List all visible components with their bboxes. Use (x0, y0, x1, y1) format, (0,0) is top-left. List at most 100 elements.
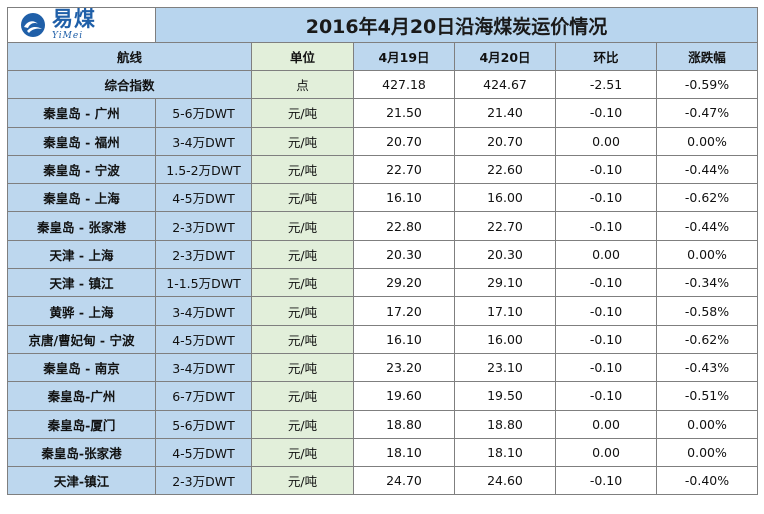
curr-value-cell: 20.70 (454, 126, 556, 156)
route-cell: 秦皇岛 - 上海 (7, 183, 156, 213)
table-row: 秦皇岛 - 上海 4-5万DWT 元/吨 16.10 16.00 -0.10 -0.62% (7, 183, 759, 213)
pct-cell: 0.00% (655, 239, 759, 270)
rate-table-sheet: 易煤 YiMei 2016年4月20日沿海煤炭运价情况 航线 单位 4月19日 … (7, 7, 759, 507)
pct-cell: -0.43% (655, 352, 759, 383)
curr-value-cell: 16.00 (454, 324, 556, 354)
route-cell: 天津-镇江 (7, 466, 156, 496)
change-cell: -0.10 (555, 98, 657, 128)
prev-value-cell: 20.30 (353, 239, 455, 270)
prev-value-cell: 24.70 (353, 466, 455, 496)
prev-value-cell: 18.10 (353, 437, 455, 468)
route-cell: 秦皇岛-张家港 (7, 437, 156, 468)
curr-value-cell: 20.30 (454, 239, 556, 270)
prev-value-cell: 22.70 (353, 154, 455, 185)
unit-cell: 元/吨 (251, 352, 354, 383)
change-cell: -0.10 (555, 268, 657, 298)
dwt-cell: 5-6万DWT (155, 98, 252, 128)
dwt-cell: 3-4万DWT (155, 126, 252, 156)
dwt-cell: 2-3万DWT (155, 211, 252, 241)
table-row: 秦皇岛 - 广州 5-6万DWT 元/吨 21.50 21.40 -0.10 -0.47% (7, 98, 759, 128)
change-cell: -0.10 (555, 466, 657, 496)
dwt-cell: 5-6万DWT (155, 409, 252, 439)
prev-value-cell: 21.50 (353, 98, 455, 128)
route-cell: 秦皇岛 - 福州 (7, 126, 156, 156)
route-cell: 秦皇岛-厦门 (7, 409, 156, 439)
table-row: 天津 - 镇江 1-1.5万DWT 元/吨 29.20 29.10 -0.10 -0.34% (7, 268, 759, 298)
unit-cell: 元/吨 (251, 296, 354, 326)
header-route: 航线 (7, 42, 252, 71)
unit-cell: 元/吨 (251, 409, 354, 439)
dwt-cell: 2-3万DWT (155, 239, 252, 270)
route-cell: 秦皇岛 - 张家港 (7, 211, 156, 241)
dwt-cell: 1.5-2万DWT (155, 154, 252, 185)
route-cell: 秦皇岛 - 广州 (7, 98, 156, 128)
index-pct: -0.59% (655, 69, 759, 100)
table-row: 秦皇岛 - 南京 3-4万DWT 元/吨 23.20 23.10 -0.10 -0.43% (7, 352, 759, 383)
pct-cell: -0.62% (655, 183, 759, 213)
route-cell: 天津 - 镇江 (7, 268, 156, 298)
prev-value-cell: 17.20 (353, 296, 455, 326)
change-cell: 0.00 (555, 437, 657, 468)
pct-cell: -0.62% (655, 324, 759, 354)
prev-value-cell: 23.20 (353, 352, 455, 383)
change-cell: 0.00 (555, 126, 657, 156)
table-row: 秦皇岛 - 福州 3-4万DWT 元/吨 20.70 20.70 0.00 0.00% (7, 126, 759, 156)
unit-cell: 元/吨 (251, 268, 354, 298)
pct-cell: -0.34% (655, 268, 759, 298)
header-row: 航线 单位 4月19日 4月20日 环比 涨跌幅 (7, 42, 759, 71)
curr-value-cell: 16.00 (454, 183, 556, 213)
dwt-cell: 3-4万DWT (155, 352, 252, 383)
table-row: 黄骅 - 上海 3-4万DWT 元/吨 17.20 17.10 -0.10 -0.58% (7, 296, 759, 326)
curr-value-cell: 18.80 (454, 409, 556, 439)
curr-value-cell: 21.40 (454, 98, 556, 128)
table-row: 天津 - 上海 2-3万DWT 元/吨 20.30 20.30 0.00 0.00% (7, 239, 759, 270)
header-unit: 单位 (251, 42, 354, 71)
pct-cell: -0.58% (655, 296, 759, 326)
prev-value-cell: 16.10 (353, 183, 455, 213)
pct-cell: -0.47% (655, 98, 759, 128)
dwt-cell: 1-1.5万DWT (155, 268, 252, 298)
index-prev: 427.18 (353, 69, 455, 100)
index-change: -2.51 (555, 69, 657, 100)
dwt-cell: 3-4万DWT (155, 296, 252, 326)
dwt-cell: 2-3万DWT (155, 466, 252, 496)
route-cell: 天津 - 上海 (7, 239, 156, 270)
curr-value-cell: 18.10 (454, 437, 556, 468)
yimei-logo: 易煤 YiMei (9, 9, 156, 42)
prev-value-cell: 20.70 (353, 126, 455, 156)
unit-cell: 元/吨 (251, 466, 354, 496)
index-unit: 点 (251, 69, 354, 100)
curr-value-cell: 24.60 (454, 466, 556, 496)
table-row: 秦皇岛 - 宁波 1.5-2万DWT 元/吨 22.70 22.60 -0.10 -0.44… (7, 154, 759, 185)
unit-cell: 元/吨 (251, 98, 354, 128)
header-pct: 涨跌幅 (655, 42, 759, 71)
curr-value-cell: 29.10 (454, 268, 556, 298)
dwt-cell: 4-5万DWT (155, 324, 252, 354)
change-cell: -0.10 (555, 324, 657, 354)
route-cell: 秦皇岛 - 宁波 (7, 154, 156, 185)
pct-cell: -0.44% (655, 154, 759, 185)
pct-cell: 0.00% (655, 437, 759, 468)
route-cell: 秦皇岛-广州 (7, 381, 156, 411)
unit-cell: 元/吨 (251, 239, 354, 270)
table-row: 京唐/曹妃甸 - 宁波 4-5万DWT 元/吨 16.10 16.00 -0.10 -0.6… (7, 324, 759, 354)
table-row: 秦皇岛-厦门 5-6万DWT 元/吨 18.80 18.80 0.00 0.00% (7, 409, 759, 439)
logo-cell: 易煤 YiMei (7, 7, 156, 43)
prev-value-cell: 16.10 (353, 324, 455, 354)
yimei-logo-icon (21, 13, 45, 37)
unit-cell: 元/吨 (251, 437, 354, 468)
prev-value-cell: 19.60 (353, 381, 455, 411)
change-cell: -0.10 (555, 211, 657, 241)
curr-value-cell: 22.70 (454, 211, 556, 241)
freight-rate-table: 易煤 YiMei 2016年4月20日沿海煤炭运价情况 航线 单位 4月19日 … (7, 7, 759, 496)
curr-value-cell: 22.60 (454, 154, 556, 185)
change-cell: 0.00 (555, 409, 657, 439)
change-cell: -0.10 (555, 183, 657, 213)
pct-cell: -0.44% (655, 211, 759, 241)
route-cell: 黄骅 - 上海 (7, 296, 156, 326)
header-prev-date: 4月19日 (353, 42, 455, 71)
dwt-cell: 4-5万DWT (155, 437, 252, 468)
unit-cell: 元/吨 (251, 324, 354, 354)
logo-en-text: YiMei (52, 31, 84, 41)
change-cell: -0.10 (555, 381, 657, 411)
